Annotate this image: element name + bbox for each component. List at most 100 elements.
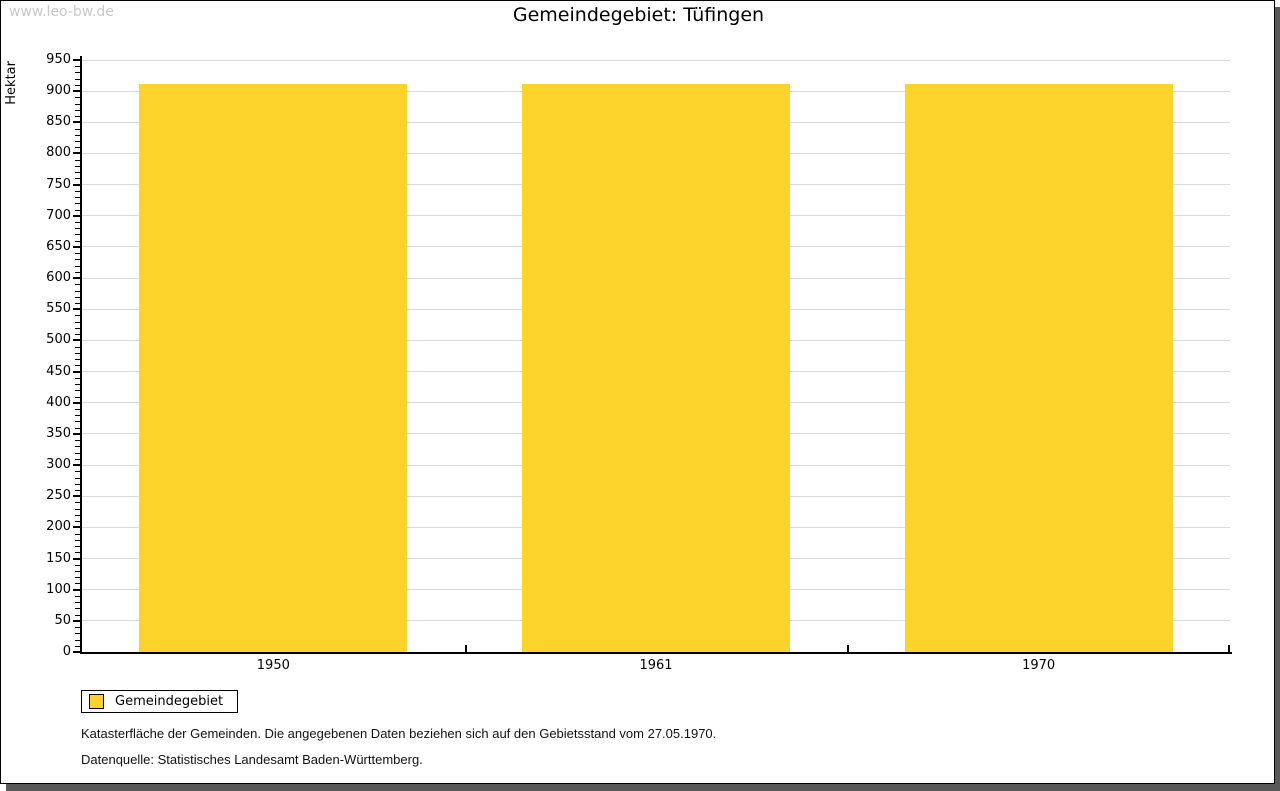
y-minor-tick <box>75 296 80 298</box>
y-minor-tick <box>75 627 80 629</box>
y-minor-tick <box>75 84 80 86</box>
y-tick-label-850: 850 <box>46 114 71 130</box>
y-minor-tick <box>75 583 80 585</box>
y-minor-tick <box>75 271 80 273</box>
y-minor-tick <box>75 645 80 647</box>
y-tick-label-550: 550 <box>46 301 71 317</box>
plot-area: 1950 1961 1970 0 50 100 150 200 250 300 350 400 450… <box>46 52 1232 673</box>
y-minor-tick <box>75 197 80 199</box>
y-minor-tick <box>75 303 80 305</box>
y-tick-label-350: 350 <box>46 425 71 441</box>
y-minor-tick <box>75 546 80 548</box>
plot-inner: 1950 1961 1970 <box>82 59 1230 673</box>
y-minor-tick <box>75 633 80 635</box>
y-minor-tick <box>75 415 80 417</box>
y-minor-tick <box>75 240 80 242</box>
legend-label: Gemeindegebiet <box>115 694 224 709</box>
y-major-tick <box>73 526 80 529</box>
y-minor-tick <box>75 190 80 192</box>
y-tick-label-200: 200 <box>46 519 71 535</box>
y-major-tick <box>73 308 80 311</box>
y-major-tick <box>73 152 80 155</box>
y-tick-label-950: 950 <box>46 52 71 67</box>
y-minor-tick <box>75 128 80 130</box>
y-major-tick <box>73 90 80 93</box>
y-major-tick <box>73 495 80 498</box>
y-minor-tick <box>75 103 80 105</box>
y-minor-tick <box>75 408 80 410</box>
y-minor-tick <box>75 97 80 99</box>
y-minor-tick <box>75 595 80 597</box>
y-minor-tick <box>75 502 80 504</box>
y-minor-tick <box>75 165 80 167</box>
y-tick-label-900: 900 <box>46 83 71 99</box>
y-major-tick <box>73 214 80 217</box>
y-minor-tick <box>75 134 80 136</box>
y-minor-tick <box>75 346 80 348</box>
y-minor-tick <box>75 471 80 473</box>
x-category-label-1950: 1950 <box>256 658 290 673</box>
y-minor-tick <box>75 209 80 211</box>
y-major-tick <box>73 464 80 467</box>
y-minor-tick <box>75 552 80 554</box>
y-tick-label-600: 600 <box>46 270 71 286</box>
y-major-tick <box>73 432 80 435</box>
y-major-tick <box>73 245 80 248</box>
bar-1961 <box>522 84 790 652</box>
y-tick-label-150: 150 <box>46 550 71 566</box>
bar-1970 <box>904 84 1173 652</box>
y-minor-tick <box>75 521 80 523</box>
y-minor-tick <box>75 614 80 616</box>
bar-1950 <box>139 84 408 652</box>
x-category-label-1961: 1961 <box>639 658 673 673</box>
y-minor-tick <box>75 178 80 180</box>
y-minor-tick <box>75 234 80 236</box>
y-axis-label: Hektar <box>4 61 19 105</box>
x-category-label-1970: 1970 <box>1022 658 1056 673</box>
y-minor-tick <box>75 477 80 479</box>
y-tick-label-500: 500 <box>46 332 71 348</box>
y-minor-tick <box>75 259 80 261</box>
y-minor-tick <box>75 228 80 230</box>
x-boundary-tick <box>1228 645 1230 652</box>
y-major-tick <box>73 557 80 560</box>
y-major-tick <box>73 401 80 404</box>
y-minor-tick <box>75 396 80 398</box>
y-major-tick <box>73 651 80 653</box>
y-gridline-950 <box>82 59 1230 61</box>
y-minor-tick <box>75 533 80 535</box>
footnote-source-definition: Katasterfläche der Gemeinden. Die angege… <box>81 726 717 741</box>
y-tick-label-450: 450 <box>46 363 71 379</box>
y-minor-tick <box>75 570 80 572</box>
y-minor-tick <box>75 253 80 255</box>
y-minor-tick <box>75 172 80 174</box>
y-minor-tick <box>75 446 80 448</box>
y-minor-tick <box>75 577 80 579</box>
y-tick-label-750: 750 <box>46 176 71 192</box>
y-minor-tick <box>75 508 80 510</box>
y-minor-tick <box>75 327 80 329</box>
y-minor-tick <box>75 147 80 149</box>
legend-box: Gemeindegebiet <box>81 690 239 713</box>
y-minor-tick <box>75 78 80 80</box>
y-axis-line <box>80 56 82 654</box>
y-tick-label-650: 650 <box>46 238 71 254</box>
y-minor-tick <box>75 452 80 454</box>
y-minor-tick <box>75 564 80 566</box>
watermark: www.leo-bw.de <box>9 4 114 20</box>
y-minor-tick <box>75 203 80 205</box>
y-major-tick <box>73 619 80 622</box>
y-tick-label-250: 250 <box>46 488 71 504</box>
y-major-tick <box>73 121 80 124</box>
x-boundary-tick <box>847 645 849 652</box>
y-minor-tick <box>75 440 80 442</box>
y-tick-label-0: 0 <box>62 644 71 659</box>
y-minor-tick <box>75 321 80 323</box>
y-minor-tick <box>75 489 80 491</box>
y-minor-tick <box>75 66 80 68</box>
legend-color-swatch-icon <box>89 694 104 709</box>
y-major-tick <box>73 277 80 280</box>
x-axis-line <box>80 652 1232 654</box>
y-minor-tick <box>75 514 80 516</box>
